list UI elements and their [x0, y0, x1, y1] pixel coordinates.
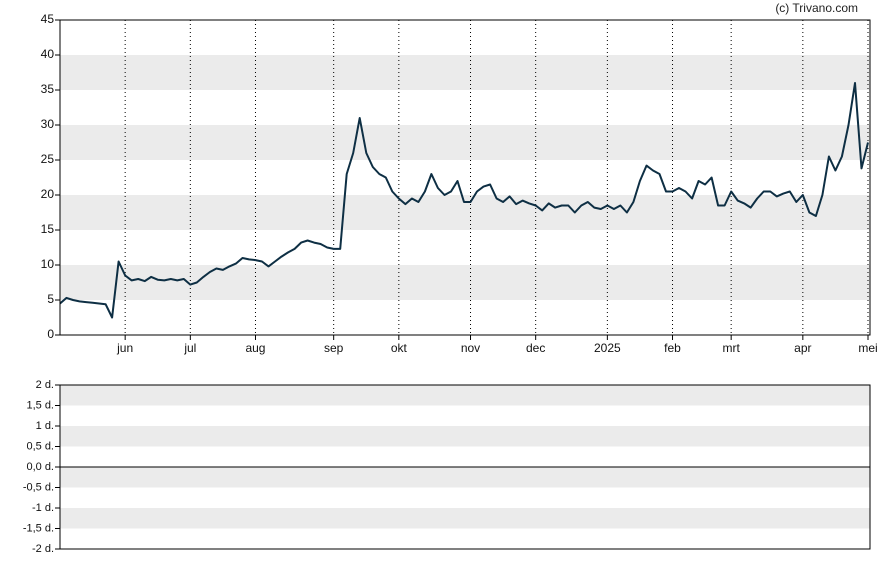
band: [60, 125, 870, 160]
y-tick-label: 20: [41, 187, 55, 201]
band: [60, 265, 870, 300]
band: [60, 508, 870, 529]
y-tick-label: 35: [41, 82, 55, 96]
y-tick-label: 1,5 d.: [26, 399, 54, 411]
y-tick-label: 15: [41, 222, 55, 236]
y-tick-label: 5: [47, 292, 54, 306]
y-tick-label: 0: [47, 327, 54, 341]
band: [60, 195, 870, 230]
y-tick-label: 25: [41, 152, 55, 166]
watermark: (c) Trivano.com: [775, 1, 858, 15]
x-tick-label: nov: [461, 341, 480, 355]
y-tick-label: -1,5 d.: [23, 522, 54, 534]
x-tick-label: mrt: [722, 341, 740, 355]
y-tick-label: 1 d.: [36, 420, 54, 432]
x-tick-label: apr: [794, 341, 811, 355]
x-tick-label: mei: [858, 341, 877, 355]
x-tick-label: sep: [324, 341, 344, 355]
y-tick-label: 30: [41, 117, 55, 131]
plot-frame: [59, 19, 871, 336]
band: [60, 426, 870, 447]
y-tick-label: -0,5 d.: [23, 481, 54, 493]
y-tick-label: -1 d.: [32, 502, 54, 514]
y-tick-label: 0,0 d.: [26, 461, 54, 473]
price-line: [59, 82, 869, 319]
plot-frame: [59, 384, 871, 550]
x-tick-label: dec: [526, 341, 545, 355]
y-tick-label: 2 d.: [36, 379, 54, 391]
band: [60, 55, 870, 90]
y-tick-label: -2 d.: [32, 543, 54, 555]
x-tick-label: jul: [183, 341, 196, 355]
y-tick-label: 0,5 d.: [26, 440, 54, 452]
band: [60, 467, 870, 488]
x-tick-label: 2025: [594, 341, 621, 355]
x-tick-label: okt: [391, 341, 408, 355]
band: [60, 385, 870, 406]
y-tick-label: 45: [41, 12, 55, 26]
x-tick-label: jun: [116, 341, 133, 355]
x-tick-label: feb: [664, 341, 681, 355]
x-tick-label: aug: [245, 341, 265, 355]
y-tick-label: 40: [41, 47, 55, 61]
y-tick-label: 10: [41, 257, 55, 271]
